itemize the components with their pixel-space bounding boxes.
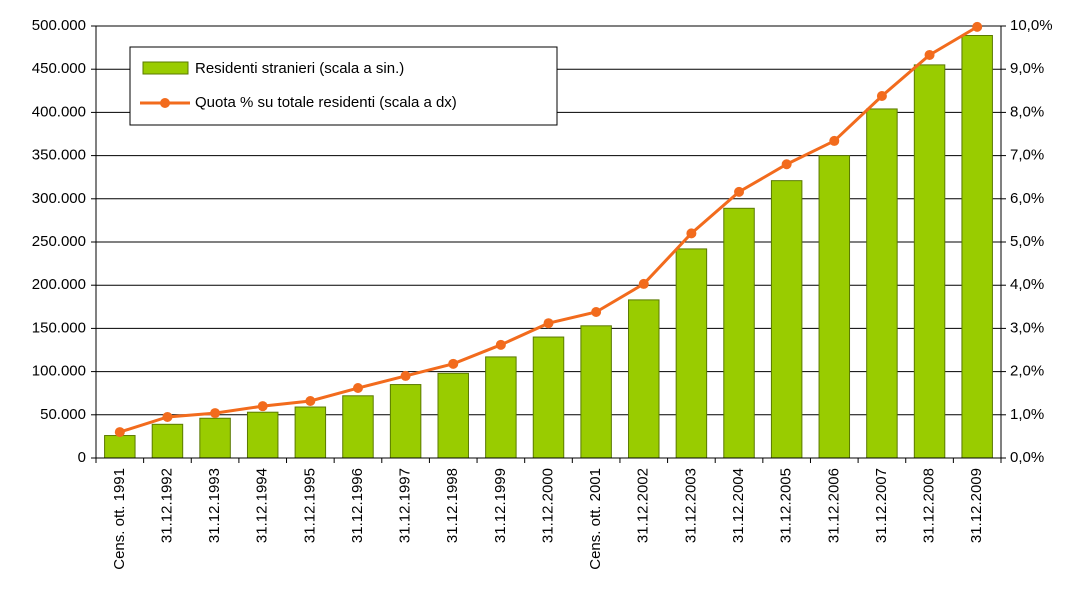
y2-tick-label: 4,0% xyxy=(1010,276,1044,293)
bar xyxy=(866,108,898,459)
legend-box xyxy=(129,46,558,126)
y-tick-label: 0 xyxy=(78,449,86,466)
line-marker xyxy=(734,186,745,197)
x-tick-label: 31.12.1994 xyxy=(254,468,271,543)
bar xyxy=(770,180,803,459)
x-tick-label: 31.12.2009 xyxy=(968,468,985,543)
y-tick-label: 50.000 xyxy=(40,406,86,423)
y-tick-label: 300.000 xyxy=(32,190,86,207)
line-marker xyxy=(781,159,792,170)
x-tick-label: Cens. ott. 2001 xyxy=(587,468,604,570)
x-tick-label: 31.12.1998 xyxy=(444,468,461,543)
y-tick-label: 500.000 xyxy=(32,17,86,34)
line-marker xyxy=(210,408,221,419)
line-marker xyxy=(591,306,602,317)
bar xyxy=(437,372,469,459)
y-tick-label: 200.000 xyxy=(32,276,86,293)
x-tick-label: 31.12.2002 xyxy=(635,468,652,543)
bar xyxy=(246,411,279,459)
line-marker xyxy=(114,427,125,438)
legend-label: Residenti stranieri (scala a sin.) xyxy=(195,60,404,77)
bar xyxy=(485,356,517,459)
y2-tick-label: 0,0% xyxy=(1010,449,1044,466)
legend-swatch xyxy=(142,61,189,75)
y2-tick-label: 6,0% xyxy=(1010,190,1044,207)
line-marker xyxy=(876,90,887,101)
bar xyxy=(104,435,136,459)
y-tick-label: 400.000 xyxy=(32,103,86,120)
x-tick-label: 31.12.2004 xyxy=(730,468,747,543)
line-marker xyxy=(829,135,840,146)
legend-label: Quota % su totale residenti (scala a dx) xyxy=(195,94,457,111)
x-tick-label: 31.12.2006 xyxy=(825,468,842,543)
y-tick-label: 250.000 xyxy=(32,233,86,250)
x-tick-label: 31.12.1997 xyxy=(397,468,414,543)
bar xyxy=(532,336,565,459)
x-tick-label: 31.12.2007 xyxy=(873,468,890,543)
line-marker xyxy=(352,383,363,394)
bar xyxy=(723,207,755,459)
x-tick-label: Cens. ott. 1991 xyxy=(111,468,128,570)
y2-tick-label: 5,0% xyxy=(1010,233,1044,250)
y2-tick-label: 10,0% xyxy=(1010,17,1053,34)
line-marker xyxy=(638,278,649,289)
line-marker xyxy=(162,411,173,422)
bar xyxy=(389,384,422,459)
bar xyxy=(628,299,660,459)
line-marker xyxy=(686,228,697,239)
line-marker xyxy=(400,370,411,381)
y2-tick-label: 9,0% xyxy=(1010,60,1044,77)
bar xyxy=(675,248,708,459)
bar xyxy=(580,325,612,459)
y-tick-label: 150.000 xyxy=(32,319,86,336)
y-tick-label: 100.000 xyxy=(32,363,86,380)
line-marker xyxy=(924,49,935,60)
line-marker xyxy=(495,339,506,350)
bar xyxy=(294,406,327,459)
x-tick-label: 31.12.1996 xyxy=(349,468,366,543)
line-marker xyxy=(972,21,983,32)
x-tick-label: 31.12.2003 xyxy=(682,468,699,543)
x-tick-label: 31.12.1999 xyxy=(492,468,509,543)
x-tick-label: 31.12.2008 xyxy=(921,468,938,543)
line-marker xyxy=(257,401,268,412)
bar xyxy=(151,423,184,459)
y2-tick-label: 8,0% xyxy=(1010,103,1044,120)
x-tick-label: 31.12.1995 xyxy=(301,468,318,543)
legend-marker xyxy=(160,98,170,108)
line-marker xyxy=(543,318,554,329)
x-tick-label: 31.12.2005 xyxy=(778,468,795,543)
y2-tick-label: 7,0% xyxy=(1010,147,1044,164)
bar xyxy=(818,155,851,459)
bar xyxy=(913,64,946,459)
line-marker xyxy=(448,358,459,369)
x-tick-label: 31.12.1992 xyxy=(158,468,175,543)
line-marker xyxy=(305,395,316,406)
legend: Residenti stranieri (scala a sin.) Quota … xyxy=(129,46,558,126)
x-tick-label: 31.12.2000 xyxy=(539,468,556,543)
y2-tick-label: 3,0% xyxy=(1010,319,1044,336)
bar xyxy=(342,395,374,459)
y-tick-label: 450.000 xyxy=(32,60,86,77)
y-tick-label: 350.000 xyxy=(32,147,86,164)
bar xyxy=(199,417,231,459)
y2-tick-label: 1,0% xyxy=(1010,406,1044,423)
x-tick-label: 31.12.1993 xyxy=(206,468,223,543)
bar xyxy=(961,35,993,459)
y2-tick-label: 2,0% xyxy=(1010,363,1044,380)
